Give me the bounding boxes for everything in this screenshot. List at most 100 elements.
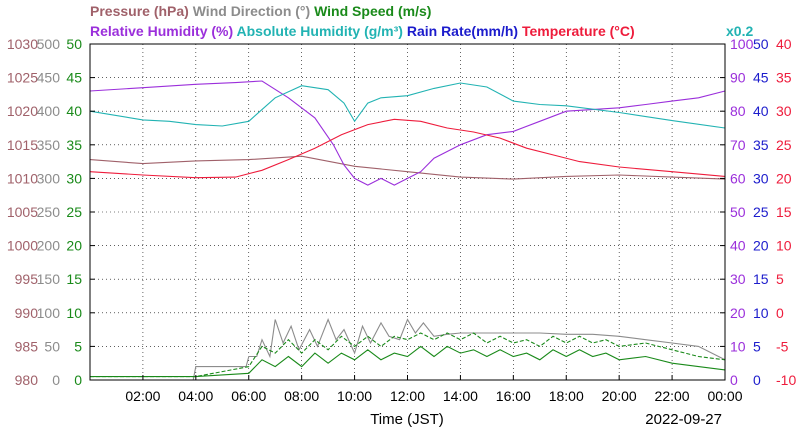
tick-label-temperature: 0	[776, 305, 784, 321]
x-tick-label: 08:00	[284, 388, 319, 404]
scale-note: x0.2	[726, 23, 753, 39]
legend-row: Pressure (hPa) Wind Direction (°) Wind S…	[90, 3, 431, 19]
x-tick-label: 00:00	[707, 388, 742, 404]
tick-label-pressure: 980	[15, 372, 39, 388]
tick-label-wind-speed: 30	[66, 170, 82, 186]
tick-label-wind-speed: 45	[66, 70, 82, 86]
series-line-pressure-hpa	[89, 155, 726, 180]
tick-label-wind-speed: 5	[74, 338, 82, 354]
series-line-wind-speed-m-s	[90, 345, 726, 378]
tick-label-pressure: 1025	[7, 70, 38, 86]
tick-label-temperature: 35	[776, 70, 792, 86]
tick-label-pressure: 1010	[7, 170, 38, 186]
tick-label-wind-speed: 10	[66, 305, 82, 321]
tick-label-temperature: 10	[776, 238, 792, 254]
tick-label-wind-speed: 15	[66, 271, 82, 287]
tick-label-rain-rate: 0	[753, 372, 761, 388]
tick-label-wind-direction: 0	[52, 372, 60, 388]
series-line-absolute-humidity-g-m	[89, 82, 726, 129]
tick-label-wind-direction: 400	[37, 103, 61, 119]
tick-label-rain-rate: 15	[753, 271, 769, 287]
legend-row: Relative Humidity (%) Absolute Humidity …	[90, 23, 635, 39]
tick-label-wind-direction: 200	[37, 238, 61, 254]
x-tick-label: 06:00	[231, 388, 266, 404]
tick-label-pressure: 1005	[7, 204, 38, 220]
tick-label-pressure: 995	[15, 271, 39, 287]
tick-label-pressure: 1030	[7, 36, 38, 52]
tick-label-rain-rate: 50	[753, 36, 769, 52]
x-tick-label: 18:00	[549, 388, 584, 404]
tick-label-relative-humidity: 0	[730, 372, 738, 388]
tick-label-rain-rate: 5	[753, 338, 761, 354]
tick-label-relative-humidity: 40	[730, 238, 746, 254]
tick-label-wind-direction: 100	[37, 305, 61, 321]
grid-layer	[90, 44, 725, 380]
tick-label-temperature: 25	[776, 137, 792, 153]
tick-label-wind-direction: 250	[37, 204, 61, 220]
series-line-relative-humidity	[89, 80, 726, 186]
tick-label-relative-humidity: 90	[730, 70, 746, 86]
tick-label-rain-rate: 10	[753, 305, 769, 321]
tick-label-rain-rate: 35	[753, 137, 769, 153]
tick-label-rain-rate: 45	[753, 70, 769, 86]
x-tick-label: 04:00	[178, 388, 213, 404]
legend-layer: Pressure (hPa) Wind Direction (°) Wind S…	[90, 3, 753, 39]
tick-label-pressure: 1020	[7, 103, 38, 119]
series-layer	[89, 80, 726, 381]
tick-label-pressure: 1000	[7, 238, 38, 254]
tick-label-temperature: 40	[776, 36, 792, 52]
tick-label-wind-direction: 350	[37, 137, 61, 153]
tick-label-temperature: 20	[776, 170, 792, 186]
tick-label-pressure: 985	[15, 338, 39, 354]
x-tick-label: 10:00	[337, 388, 372, 404]
legend-item-absolute-humidity-g-m: Absolute Humidity (g/m³)	[233, 23, 403, 39]
tick-label-temperature: -5	[776, 338, 789, 354]
tick-label-relative-humidity: 60	[730, 170, 746, 186]
tick-label-relative-humidity: 70	[730, 137, 746, 153]
tick-label-relative-humidity: 50	[730, 204, 746, 220]
tick-label-wind-direction: 500	[37, 36, 61, 52]
tick-label-wind-direction: 150	[37, 271, 61, 287]
tick-label-wind-direction: 50	[44, 338, 60, 354]
tick-label-wind-speed: 40	[66, 103, 82, 119]
x-tick-label: 14:00	[443, 388, 478, 404]
tick-label-wind-speed: 25	[66, 204, 82, 220]
legend-item-relative-humidity: Relative Humidity (%)	[90, 23, 233, 39]
tick-label-pressure: 1015	[7, 137, 38, 153]
legend-item-pressure-hpa: Pressure (hPa)	[90, 3, 189, 19]
x-tick-label: 12:00	[390, 388, 425, 404]
tick-label-temperature: 30	[776, 103, 792, 119]
tick-label-wind-speed: 35	[66, 137, 82, 153]
x-tick-label: 22:00	[655, 388, 690, 404]
tick-label-relative-humidity: 20	[730, 305, 746, 321]
series-line-wind-direction	[90, 318, 726, 381]
date-label: 2022-09-27	[645, 411, 722, 428]
tick-label-rain-rate: 20	[753, 238, 769, 254]
legend-item-wind-direction: Wind Direction (°)	[189, 3, 310, 19]
tick-label-wind-direction: 300	[37, 170, 61, 186]
x-tick-label: 16:00	[496, 388, 531, 404]
tick-label-wind-speed: 20	[66, 238, 82, 254]
tick-label-relative-humidity: 10	[730, 338, 746, 354]
legend-item-wind-speed-m-s: Wind Speed (m/s)	[310, 3, 431, 19]
legend-item-temperature-c: Temperature (°C)	[518, 23, 635, 39]
tick-label-relative-humidity: 30	[730, 271, 746, 287]
x-tick-label: 02:00	[125, 388, 160, 404]
tick-label-wind-speed: 50	[66, 36, 82, 52]
legend-item-rain-rate-mm-h: Rain Rate(mm/h)	[403, 23, 518, 39]
tick-label-pressure: 990	[15, 305, 39, 321]
tick-label-relative-humidity: 100	[730, 36, 754, 52]
tick-label-wind-direction: 450	[37, 70, 61, 86]
tick-label-relative-humidity: 80	[730, 103, 746, 119]
x-axis-label: Time (JST)	[370, 411, 444, 428]
tick-label-temperature: 5	[776, 271, 784, 287]
tick-label-rain-rate: 30	[753, 170, 769, 186]
x-tick-label: 20:00	[602, 388, 637, 404]
tick-label-rain-rate: 40	[753, 103, 769, 119]
tick-label-rain-rate: 25	[753, 204, 769, 220]
series-line-temperature-c	[89, 118, 726, 179]
tick-label-temperature: 15	[776, 204, 792, 220]
